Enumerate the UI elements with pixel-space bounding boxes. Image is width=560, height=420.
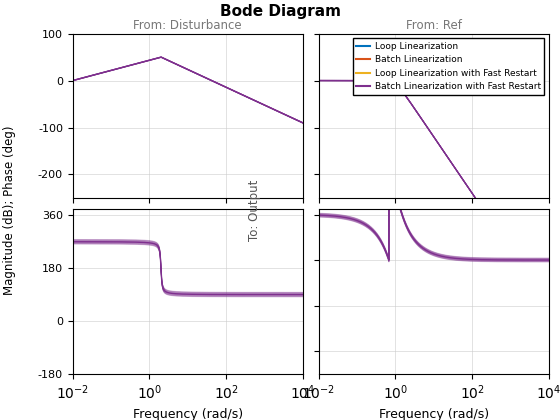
Legend: Loop Linearization, Batch Linearization, Loop Linearization with Fast Restart, B: Loop Linearization, Batch Linearization,… [353, 38, 544, 95]
Title: From: Disturbance: From: Disturbance [133, 19, 242, 32]
X-axis label: Frequency (rad/s): Frequency (rad/s) [133, 408, 243, 420]
Text: To: Output: To: Output [248, 179, 262, 241]
X-axis label: Frequency (rad/s): Frequency (rad/s) [379, 408, 489, 420]
Title: From: Ref: From: Ref [406, 19, 462, 32]
Text: Bode Diagram: Bode Diagram [220, 4, 340, 19]
Text: Magnitude (dB); Phase (deg): Magnitude (dB); Phase (deg) [3, 125, 16, 295]
